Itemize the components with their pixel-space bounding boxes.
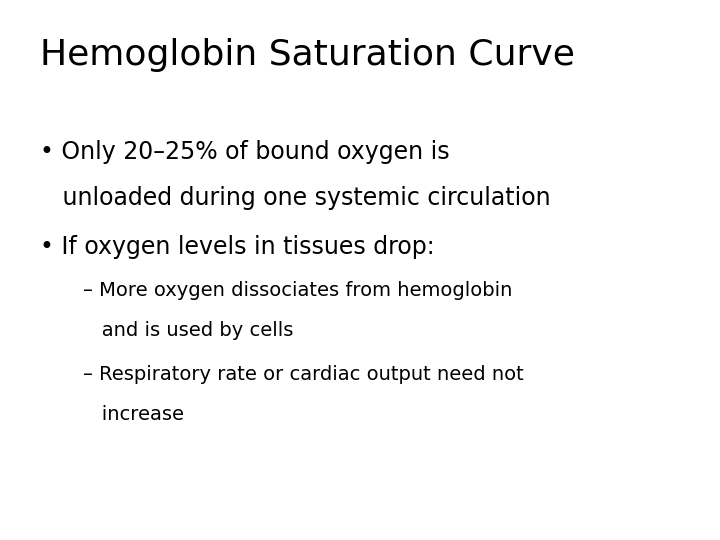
Text: – More oxygen dissociates from hemoglobin: – More oxygen dissociates from hemoglobi…: [83, 281, 512, 300]
Text: – Respiratory rate or cardiac output need not: – Respiratory rate or cardiac output nee…: [83, 364, 523, 383]
Text: • If oxygen levels in tissues drop:: • If oxygen levels in tissues drop:: [40, 235, 434, 259]
Text: Hemoglobin Saturation Curve: Hemoglobin Saturation Curve: [40, 38, 575, 72]
Text: and is used by cells: and is used by cells: [83, 321, 293, 340]
Text: increase: increase: [83, 405, 184, 424]
Text: • Only 20–25% of bound oxygen is: • Only 20–25% of bound oxygen is: [40, 140, 449, 164]
Text: unloaded during one systemic circulation: unloaded during one systemic circulation: [40, 186, 550, 210]
